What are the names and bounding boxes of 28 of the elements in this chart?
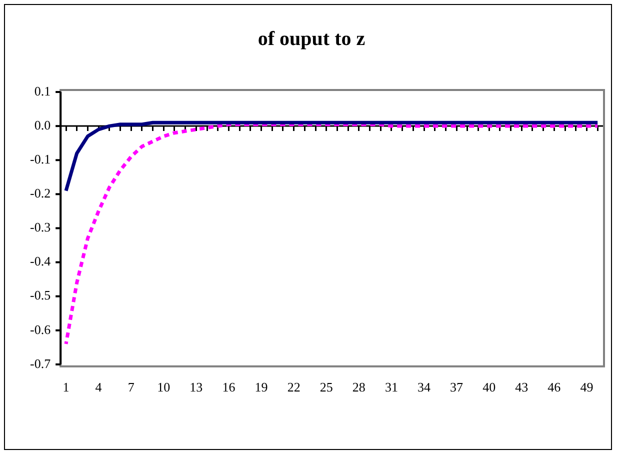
x-tick-label: 31 xyxy=(384,380,398,395)
line-series xyxy=(64,122,600,346)
x-tick-label: 28 xyxy=(352,380,366,395)
y-tick-label: 0.0 xyxy=(34,117,51,132)
x-tick-label: 7 xyxy=(128,380,135,395)
y-tick-label: -0.5 xyxy=(30,288,51,303)
x-tick-label: 37 xyxy=(450,380,464,395)
y-tick-label: -0.2 xyxy=(30,186,51,201)
x-tick-label: 25 xyxy=(320,380,333,395)
x-tick-label: 43 xyxy=(515,380,528,395)
y-tick-label: -0.3 xyxy=(30,220,51,235)
x-tick-label: 22 xyxy=(287,380,300,395)
x-tick-label: 49 xyxy=(580,380,594,395)
y-tick-label: -0.4 xyxy=(30,254,52,269)
x-tick-label: 19 xyxy=(254,380,268,395)
y-tick-label: -0.7 xyxy=(30,356,52,371)
x-tick-label: 16 xyxy=(222,380,236,395)
x-tick-label: 10 xyxy=(157,380,170,395)
chart-title: of ouput to z xyxy=(258,28,366,50)
x-tick-label: 1 xyxy=(62,380,70,395)
x-tick-label: 34 xyxy=(418,380,431,395)
y-tick-label: 0.1 xyxy=(34,83,51,98)
x-tick-label: 13 xyxy=(190,380,203,395)
x-tick-label: 4 xyxy=(95,380,102,395)
x-tick-label: 46 xyxy=(548,380,562,395)
x-tick-label: 40 xyxy=(482,380,496,395)
y-tick-label: -0.1 xyxy=(30,152,51,167)
y-tick-label: -0.6 xyxy=(30,322,52,337)
